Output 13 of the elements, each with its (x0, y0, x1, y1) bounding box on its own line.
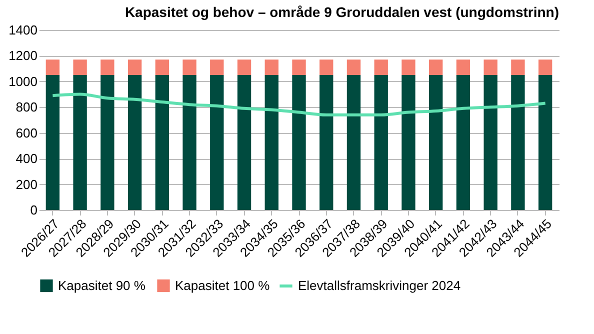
y-tick-label: 200 (16, 176, 38, 192)
y-tick-label: 400 (16, 151, 38, 166)
y-tick-label: 1400 (8, 22, 38, 38)
y-tick-label: 1000 (8, 74, 38, 89)
line-series (51, 92, 547, 116)
y-tick-label: 800 (16, 100, 38, 115)
legend-label: Kapasitet 90 % (58, 278, 146, 293)
y-tick-label: 1200 (8, 48, 38, 64)
chart-title: Kapasitet og behov – område 9 Groruddalen vest (ungdomstrinn) (124, 4, 559, 20)
legend-label: Kapasitet 100 % (175, 278, 270, 293)
y-tick-label: 0 (30, 202, 38, 218)
y-tick-label: 600 (16, 125, 38, 140)
legend-label: Elevtallsframskrivinger 2024 (298, 278, 461, 293)
